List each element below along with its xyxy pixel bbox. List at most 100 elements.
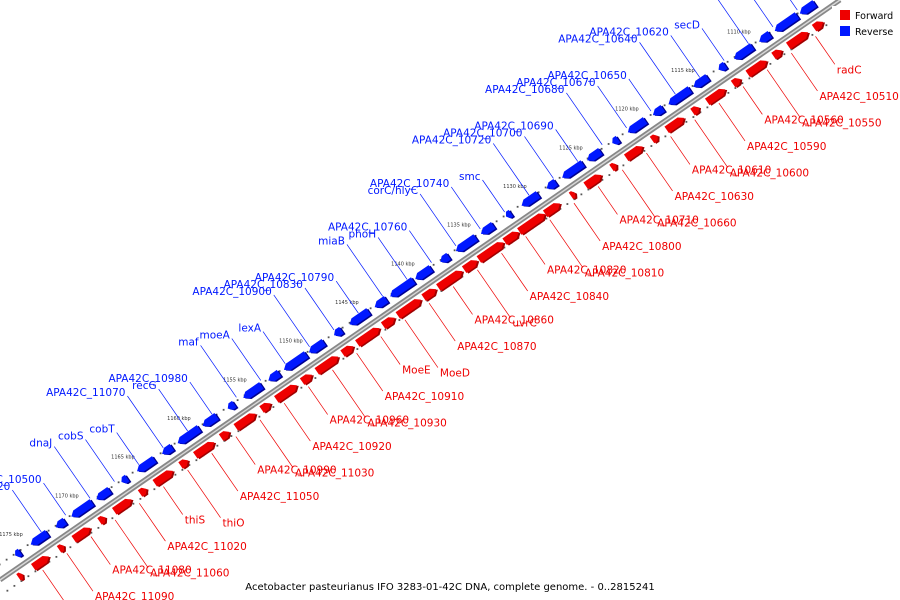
forward-gene-label[interactable]: MoeE bbox=[402, 364, 431, 376]
gene-arrow[interactable] bbox=[56, 542, 68, 554]
forward-gene-label[interactable]: APA42C_10710 bbox=[619, 214, 698, 226]
reverse-gene-label[interactable]: dnaJ bbox=[29, 438, 52, 450]
gene-arrow[interactable] bbox=[340, 342, 357, 358]
gene-arrow[interactable] bbox=[225, 400, 239, 413]
gene-arrow[interactable] bbox=[623, 142, 647, 162]
forward-gene-label[interactable]: APA42C_11050 bbox=[240, 491, 319, 503]
gene-arrow[interactable] bbox=[69, 498, 97, 521]
gene-arrow[interactable] bbox=[502, 228, 522, 246]
gene-arrow[interactable] bbox=[54, 517, 69, 532]
gene-arrow[interactable] bbox=[745, 57, 770, 79]
gene-arrow[interactable] bbox=[757, 30, 775, 46]
forward-gene-label[interactable]: APA42C_10920 bbox=[312, 441, 391, 453]
gene-arrow[interactable] bbox=[610, 135, 623, 148]
gene-arrow[interactable] bbox=[259, 399, 274, 414]
reverse-gene-label[interactable]: APA42C_10720 bbox=[412, 134, 491, 146]
gene-arrow[interactable] bbox=[651, 104, 667, 119]
gene-arrow[interactable] bbox=[355, 324, 384, 348]
forward-gene-label[interactable]: APA42C_10810 bbox=[585, 268, 664, 280]
gene-arrow[interactable] bbox=[332, 326, 346, 340]
reverse-gene-label[interactable]: APA42C_10670 bbox=[516, 77, 595, 89]
reverse-gene-label[interactable]: APA42C_10500 bbox=[0, 474, 42, 486]
reverse-gene-label[interactable]: APA42C_10650 bbox=[547, 70, 626, 82]
gene-arrow[interactable] bbox=[347, 307, 373, 329]
gene-arrow[interactable] bbox=[691, 73, 712, 91]
gene-arrow[interactable] bbox=[421, 285, 440, 302]
reverse-gene-label[interactable]: APA42C_10830 bbox=[224, 279, 303, 291]
gene-arrow[interactable] bbox=[690, 104, 703, 117]
gene-arrow[interactable] bbox=[476, 239, 508, 265]
forward-gene-label[interactable]: thiO bbox=[223, 518, 245, 530]
gene-arrow[interactable] bbox=[542, 200, 564, 219]
forward-gene-label[interactable]: APA42C_10610 bbox=[692, 164, 771, 176]
forward-gene-label[interactable]: thiS bbox=[185, 515, 206, 527]
gene-arrow[interactable] bbox=[307, 338, 328, 357]
gene-arrow[interactable] bbox=[388, 277, 418, 301]
forward-gene-label[interactable]: APA42C_11090 bbox=[95, 591, 174, 600]
gene-arrow[interactable] bbox=[461, 257, 482, 275]
gene-arrow[interactable] bbox=[454, 234, 480, 256]
gene-arrow[interactable] bbox=[160, 443, 177, 458]
gene-arrow[interactable] bbox=[380, 314, 399, 331]
reverse-gene-label[interactable]: maf bbox=[178, 336, 199, 348]
forward-gene-label[interactable]: uvrC bbox=[512, 318, 537, 330]
reverse-gene-label[interactable]: APA42C_10980 bbox=[108, 373, 187, 385]
forward-gene-label[interactable]: APA42C_10560 bbox=[764, 114, 843, 126]
forward-gene-label[interactable]: APA42C_10800 bbox=[602, 241, 681, 253]
reverse-gene-label[interactable]: APA42C_10790 bbox=[255, 272, 334, 284]
reverse-gene-label[interactable]: APA42C_10760 bbox=[328, 222, 407, 234]
gene-arrow[interactable] bbox=[730, 75, 745, 89]
reverse-gene-label[interactable]: APA42C_10640 bbox=[558, 33, 637, 45]
gene-arrow[interactable] bbox=[798, 0, 819, 18]
gene-arrow[interactable] bbox=[772, 12, 802, 36]
reverse-gene-label[interactable]: APA42C_10690 bbox=[474, 120, 553, 132]
gene-arrow[interactable] bbox=[193, 438, 218, 460]
gene-arrow[interactable] bbox=[119, 474, 132, 487]
gene-arrow[interactable] bbox=[152, 467, 177, 488]
gene-arrow[interactable] bbox=[436, 267, 466, 292]
reverse-gene-label[interactable]: APA42C_10520 bbox=[0, 481, 10, 493]
gene-arrow[interactable] bbox=[517, 210, 549, 236]
gene-arrow[interactable] bbox=[178, 456, 192, 470]
forward-gene-label[interactable]: APA42C_10860 bbox=[475, 314, 554, 326]
gene-arrow[interactable] bbox=[16, 571, 27, 582]
gene-arrow[interactable] bbox=[544, 178, 560, 193]
gene-arrow[interactable] bbox=[266, 369, 284, 385]
forward-gene-label[interactable]: APA42C_10930 bbox=[367, 418, 446, 430]
gene-arrow[interactable] bbox=[560, 160, 587, 183]
gene-arrow[interactable] bbox=[568, 189, 580, 200]
forward-gene-label[interactable]: APA42C_10960 bbox=[330, 415, 409, 427]
forward-gene-label[interactable]: APA42C_10910 bbox=[385, 391, 464, 403]
forward-gene-label[interactable]: APA42C_10660 bbox=[657, 217, 736, 229]
reverse-gene-label[interactable]: APA42C_10700 bbox=[443, 127, 522, 139]
gene-arrow[interactable] bbox=[94, 486, 114, 504]
gene-arrow[interactable] bbox=[135, 455, 159, 476]
reverse-gene-label[interactable]: corC/hlyC bbox=[368, 185, 419, 197]
reverse-gene-label[interactable]: APA42C_10620 bbox=[589, 26, 668, 38]
reverse-gene-label[interactable]: APA42C_10900 bbox=[192, 286, 271, 298]
gene-arrow[interactable] bbox=[274, 381, 301, 404]
reverse-gene-label[interactable]: cobS bbox=[58, 431, 84, 443]
gene-arrow[interactable] bbox=[609, 161, 620, 173]
forward-gene-label[interactable]: APA42C_11060 bbox=[150, 568, 229, 580]
reverse-gene-label[interactable]: phoH bbox=[348, 228, 376, 240]
gene-arrow[interactable] bbox=[771, 46, 786, 61]
reverse-gene-label[interactable]: recG bbox=[132, 380, 156, 392]
forward-gene-label[interactable]: APA42C_10510 bbox=[819, 91, 898, 103]
forward-gene-label[interactable]: APA42C_11030 bbox=[295, 468, 374, 480]
forward-gene-label[interactable]: APA42C_10630 bbox=[675, 191, 754, 203]
reverse-gene-label[interactable]: APA42C_10740 bbox=[370, 178, 449, 190]
forward-gene-label[interactable]: APA42C_10590 bbox=[747, 141, 826, 153]
forward-gene-label[interactable]: APA42C_11020 bbox=[167, 541, 246, 553]
gene-arrow[interactable] bbox=[716, 61, 730, 74]
gene-arrow[interactable] bbox=[732, 43, 757, 64]
gene-arrow[interactable] bbox=[200, 412, 221, 430]
gene-arrow[interactable] bbox=[137, 485, 151, 498]
gene-arrow[interactable] bbox=[395, 296, 425, 320]
forward-gene-label[interactable]: radC bbox=[837, 64, 862, 76]
reverse-gene-label[interactable]: APA42C_10680 bbox=[485, 84, 564, 96]
gene-arrow[interactable] bbox=[30, 552, 53, 572]
reverse-gene-label[interactable]: secD bbox=[674, 19, 700, 31]
reverse-gene-label[interactable]: cobT bbox=[89, 424, 115, 436]
